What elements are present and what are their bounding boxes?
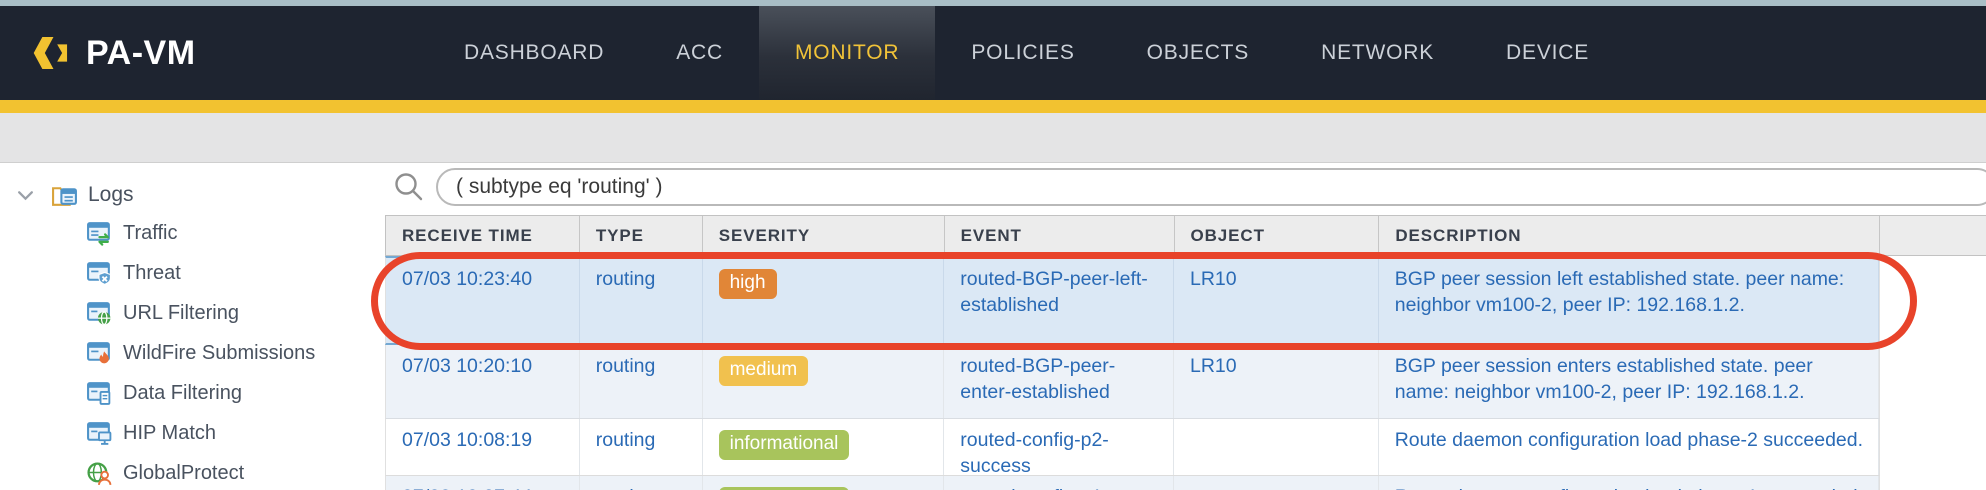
column-header-receive-time[interactable]: RECEIVE TIME [386,216,580,255]
log-types-sidebar: Logs Traffic Threat [0,163,385,490]
tab-device[interactable]: DEVICE [1506,41,1590,64]
tab-dashboard[interactable]: DASHBOARD [464,41,605,64]
cell-severity: high [703,258,945,343]
sidebar-item-label: Logs [88,183,134,206]
log-table-body: 07/03 10:23:40 routing high routed-BGP-p… [385,256,1986,490]
cell-type: routing [580,419,703,475]
product-name: PA-VM [86,33,196,72]
globalprotect-log-icon [87,461,112,485]
tab-monitor[interactable]: MONITOR [758,6,936,100]
cell-object [1174,476,1379,490]
sidebar-item-threat[interactable]: Threat [86,253,181,293]
column-header-object[interactable]: OBJECT [1175,216,1380,255]
cell-event: routed-config-p1-success [944,476,1174,490]
log-row-2[interactable]: 07/03 10:08:19 routing informational rou… [385,419,1880,476]
cell-type: routing [580,258,703,343]
tab-acc[interactable]: ACC [676,41,723,64]
sidebar-item-label: HIP Match [123,421,216,444]
log-row-1[interactable]: 07/03 10:20:10 routing medium routed-BGP… [385,345,1880,419]
sidebar-item-label: GlobalProtect [123,461,245,484]
tab-network[interactable]: NETWORK [1321,41,1435,64]
main-nav: DASHBOARD ACC MONITOR POLICIES OBJECTS N… [428,6,1625,100]
severity-badge-medium: medium [718,356,809,386]
hip-match-log-icon [87,421,112,445]
column-header-type[interactable]: TYPE [580,216,703,255]
log-filter-input[interactable] [436,168,1986,206]
severity-badge-high: high [718,269,777,299]
cell-object [1174,419,1379,475]
browser-chrome-strip [0,0,1986,6]
wildfire-submissions-log-icon [87,341,110,363]
log-row-0[interactable]: 07/03 10:23:40 routing high routed-BGP-p… [385,256,1880,345]
cell-event: routed-BGP-peer-enter-established [944,345,1174,418]
cell-severity: medium [703,345,945,418]
sidebar-item-wildfire-submissions[interactable]: WildFire Submissions [86,333,315,373]
search-icon [395,173,423,201]
sidebar-item-logs[interactable]: Logs [16,175,134,215]
cell-receive-time: 07/03 10:20:10 [386,345,580,418]
data-filtering-log-icon [87,381,111,405]
cell-description: BGP peer session enters established stat… [1379,345,1879,418]
accent-stripe [0,100,1986,113]
sidebar-item-label: Threat [123,261,181,284]
cell-object: LR10 [1174,258,1379,343]
cell-type: routing [580,345,703,418]
sidebar-item-label: WildFire Submissions [123,341,316,364]
sidebar-item-traffic[interactable]: Traffic [86,213,177,253]
sidebar-item-hip-match[interactable]: HIP Match [86,413,216,453]
palo-alto-logo-icon [33,36,68,70]
brand: PA-VM [30,6,196,100]
column-header-event[interactable]: EVENT [945,216,1175,255]
cell-receive-time: 07/03 10:23:40 [386,258,580,343]
threat-log-icon [87,261,111,285]
severity-badge-informational: informational [718,430,850,460]
url-filtering-log-icon [87,301,111,325]
sidebar-item-label: URL Filtering [123,301,239,324]
sidebar-item-data-filtering[interactable]: Data Filtering [86,373,242,413]
toolbar-band [0,113,1986,163]
sidebar-item-label: Traffic [123,221,178,244]
top-navbar: PA-VM DASHBOARD ACC MONITOR POLICIES OBJ… [0,6,1986,100]
log-row-3[interactable]: 07/03 10:07:44 routing informational rou… [385,476,1880,490]
sidebar-item-label: Data Filtering [123,381,242,404]
log-table-header: RECEIVE TIME TYPE SEVERITY EVENT OBJECT … [385,215,1986,256]
cell-object: LR10 [1174,345,1379,418]
column-header-description[interactable]: DESCRIPTION [1379,216,1881,255]
traffic-log-icon [87,221,110,246]
logs-folder-icon [52,186,77,206]
cell-event: routed-config-p2-success [944,419,1174,475]
cell-description: BGP peer session left established state.… [1379,258,1879,343]
cell-description: Route daemon configuration load phase-2 … [1379,419,1879,475]
severity-badge-informational: informational [718,487,850,490]
cell-description: Route daemon configuration load phase-1 … [1379,476,1879,490]
cell-receive-time: 07/03 10:08:19 [386,419,580,475]
sidebar-item-globalprotect[interactable]: GlobalProtect [86,453,244,490]
table-header-filler [1880,216,1986,255]
cell-severity: informational [703,476,945,490]
tab-objects[interactable]: OBJECTS [1146,41,1250,64]
column-header-severity[interactable]: SEVERITY [703,216,945,255]
cell-type: routing [580,476,703,490]
cell-severity: informational [703,419,945,475]
tab-policies[interactable]: POLICIES [971,41,1075,64]
cell-receive-time: 07/03 10:07:44 [386,476,580,490]
sidebar-item-url-filtering[interactable]: URL Filtering [86,293,239,333]
cell-event: routed-BGP-peer-left-established [944,258,1174,343]
chevron-down-icon[interactable] [16,186,35,205]
